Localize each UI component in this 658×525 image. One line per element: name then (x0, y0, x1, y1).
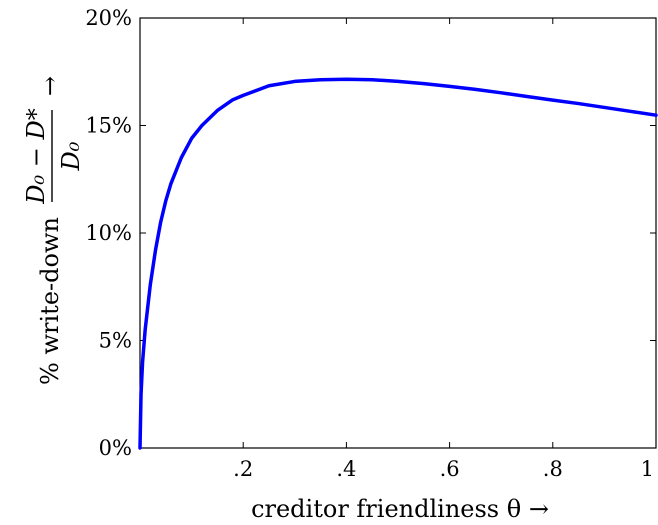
y-axis-label-arrow: → (36, 76, 64, 96)
y-tick-label: 5% (99, 329, 132, 353)
x-axis-label: creditor friendliness θ → (251, 495, 549, 523)
y-tick-label: 10% (85, 221, 132, 245)
y-tick-label: 20% (85, 6, 132, 30)
y-axis-label-denominator: D₀ (57, 141, 85, 171)
x-tick-label: .4 (336, 457, 356, 481)
x-tick-label: .6 (440, 457, 460, 481)
y-axis-label-prefix: % write-down (36, 217, 64, 385)
x-tick-label: .2 (233, 457, 253, 481)
x-tick-label: .8 (543, 457, 563, 481)
series-line (138, 77, 658, 450)
y-axis: 0% 5% 10% 15% 20% (85, 6, 656, 460)
y-axis-label: % write-down D₀ − D* D₀ → (22, 76, 85, 385)
y-axis-label-numerator: D₀ − D* (22, 108, 50, 204)
x-axis: .2 .4 .6 .8 1 (233, 18, 657, 481)
x-tick-label: 1 (641, 457, 654, 481)
y-tick-label: 15% (85, 114, 132, 138)
y-tick-label: 0% (99, 436, 132, 460)
